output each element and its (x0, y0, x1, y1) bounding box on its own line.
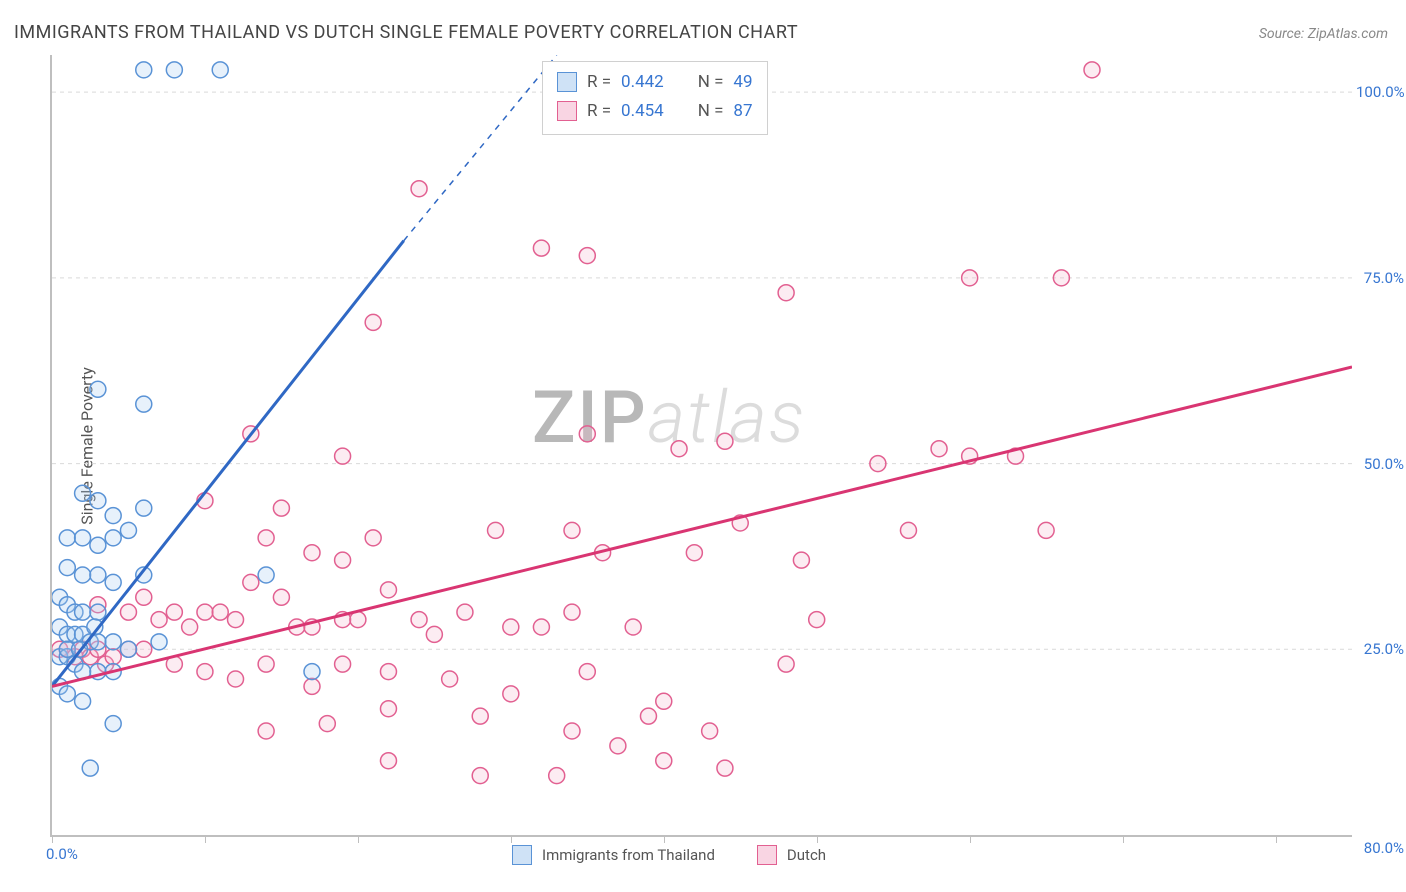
legend-stat-swatch-dutch (557, 101, 577, 121)
n-value-dutch: 87 (733, 97, 752, 126)
x-tick (1276, 835, 1277, 843)
source-attribution: Source: ZipAtlas.com (1259, 26, 1388, 42)
r-value-dutch: 0.454 (621, 97, 664, 126)
y-tick-label: 50.0% (1356, 455, 1404, 473)
legend-label-thailand: Immigrants from Thailand (542, 846, 715, 864)
x-axis-min-label: 0.0% (46, 845, 78, 863)
x-tick (52, 835, 53, 843)
legend-bottom: Immigrants from Thailand Dutch (512, 845, 826, 865)
watermark-atlas: atlas (648, 375, 806, 460)
y-tick-label: 100.0% (1356, 83, 1404, 101)
watermark-zip: ZIP (532, 375, 648, 460)
chart-svg (52, 55, 1352, 835)
source-value: ZipAtlas.com (1308, 26, 1388, 42)
chart-title: IMMIGRANTS FROM THAILAND VS DUTCH SINGLE… (14, 22, 798, 43)
x-tick (817, 835, 818, 843)
x-tick (205, 835, 206, 843)
legend-swatch-dutch (757, 845, 777, 865)
legend-stat-row-dutch: R = 0.454 N = 87 (557, 97, 753, 126)
x-tick (511, 835, 512, 843)
n-value-thailand: 49 (733, 68, 752, 97)
r-label: R = (587, 97, 611, 126)
legend-swatch-thailand (512, 845, 532, 865)
x-tick (1123, 835, 1124, 843)
y-tick-label: 75.0% (1356, 269, 1404, 287)
legend-stat-row-thailand: R = 0.442 N = 49 (557, 68, 753, 97)
n-label: N = (698, 68, 724, 97)
legend-stat-swatch-thailand (557, 72, 577, 92)
legend-label-dutch: Dutch (787, 846, 826, 864)
x-tick (970, 835, 971, 843)
y-tick-label: 25.0% (1356, 640, 1404, 658)
x-axis-max-label: 80.0% (1364, 839, 1404, 857)
watermark: ZIPatlas (532, 375, 806, 460)
r-label: R = (587, 68, 611, 97)
source-label: Source: (1259, 26, 1304, 42)
x-tick (664, 835, 665, 843)
r-value-thailand: 0.442 (621, 68, 664, 97)
chart-plot-area: ZIPatlas 0.0% 80.0% Immigrants from Thai… (50, 55, 1352, 837)
legend-top-stats: R = 0.442 N = 49 R = 0.454 N = 87 (542, 61, 768, 135)
n-label: N = (698, 97, 724, 126)
x-tick (358, 835, 359, 843)
